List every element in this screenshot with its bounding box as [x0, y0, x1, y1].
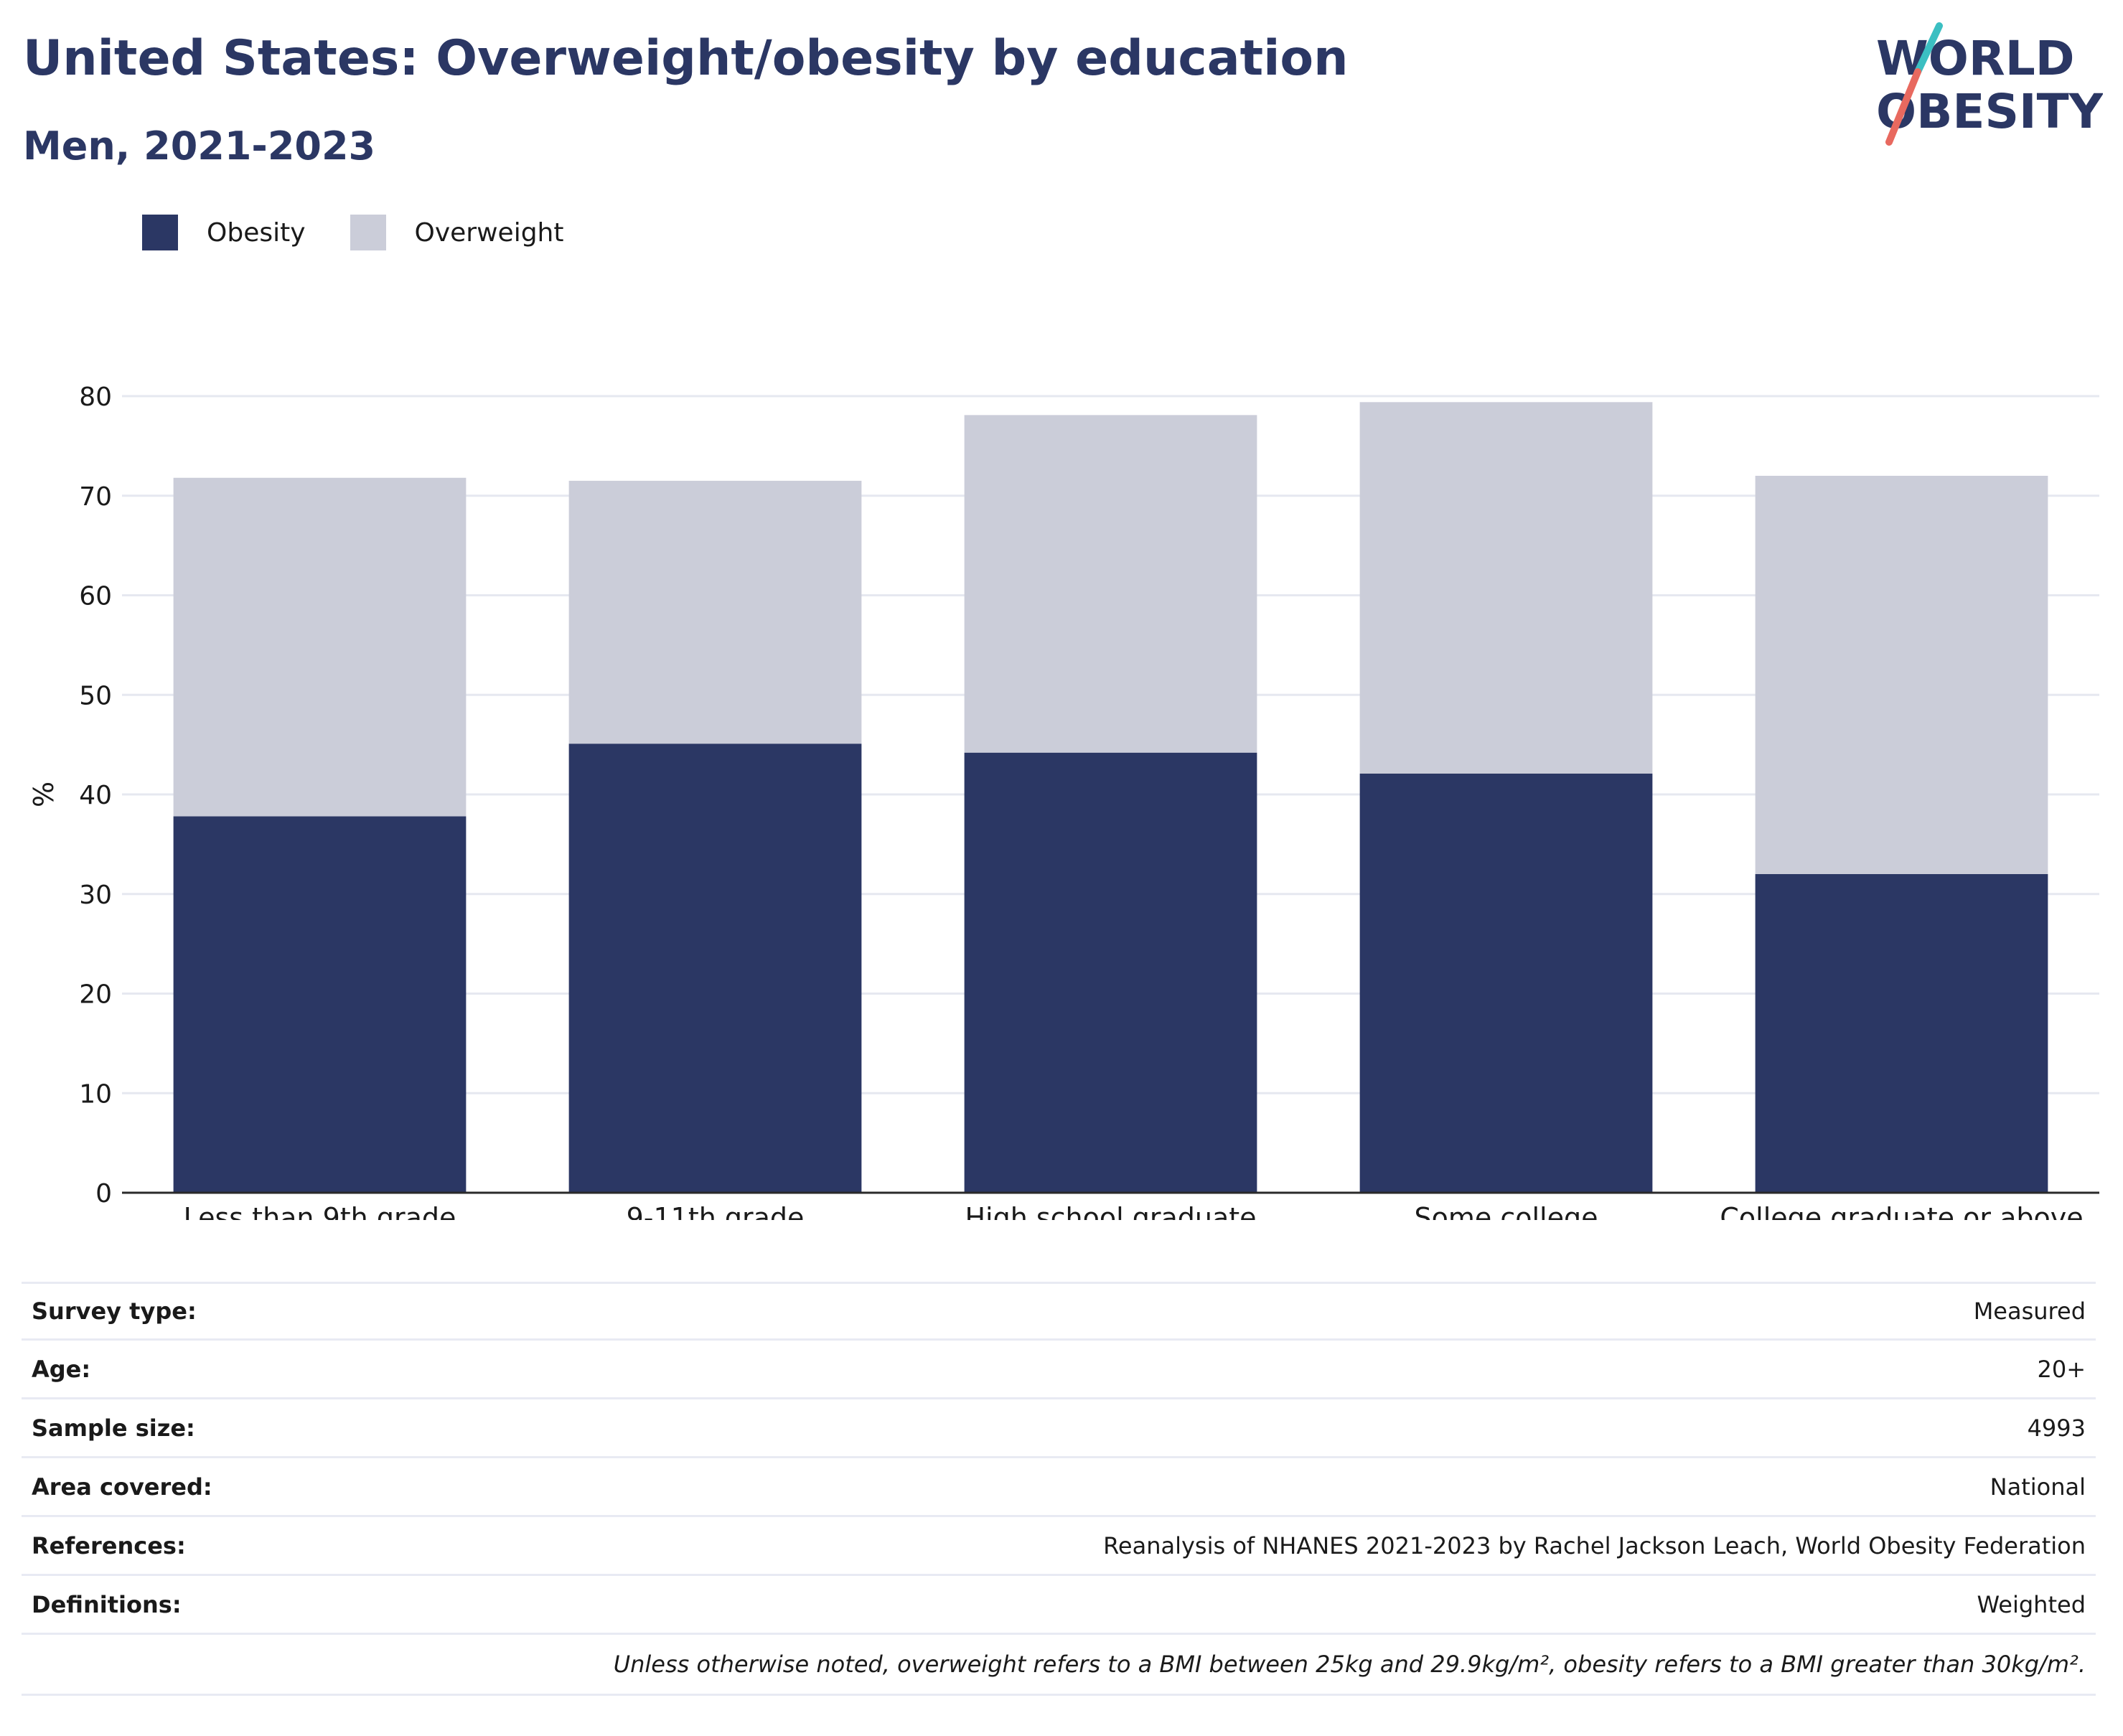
info-value: Weighted — [1977, 1590, 2086, 1618]
bar-overweight — [964, 415, 1257, 753]
x-tick-label: High school graduate — [965, 1202, 1256, 1220]
world-obesity-logo: WORLD OBESITY — [1876, 22, 2103, 146]
y-tick-label: 50 — [79, 681, 112, 710]
bar-obesity — [1755, 874, 2048, 1193]
legend-label-overweight: Overweight — [414, 217, 564, 248]
bmi-definition-note: Unless otherwise noted, overweight refer… — [22, 1635, 2096, 1696]
y-tick-label: 80 — [79, 383, 112, 412]
bar-overweight — [568, 480, 862, 744]
info-row-age: Age: 20+ — [22, 1341, 2096, 1399]
legend-label-obesity: Obesity — [207, 217, 306, 248]
legend-swatch-obesity — [142, 215, 178, 250]
logo-line1: WORLD — [1876, 31, 2075, 86]
bar-obesity — [173, 816, 467, 1193]
legend-item-obesity[interactable]: Obesity — [142, 215, 306, 250]
info-label: Survey type: — [32, 1298, 197, 1325]
stacked-bar-chart: 0 10 20 30 40 50 60 70 80% Less than 9th grade 9-1… — [28, 383, 2099, 1220]
info-value: Measured — [1973, 1298, 2086, 1325]
info-value: National — [1990, 1473, 2086, 1501]
logo-line2: OBESITY — [1876, 84, 2103, 139]
y-tick-label: 60 — [79, 582, 112, 611]
bar-overweight — [173, 477, 467, 817]
chart-subtitle: Men, 2021-2023 — [23, 123, 376, 169]
y-tick-label: 30 — [79, 881, 112, 910]
y-tick-label: 70 — [79, 482, 112, 512]
info-label: Sample size: — [32, 1414, 195, 1442]
y-axis-label: % — [28, 782, 60, 807]
info-value: Reanalysis of NHANES 2021-2023 by Rachel… — [1103, 1531, 2086, 1559]
logo-slash-coral — [1885, 68, 1921, 146]
x-tick-label: Less than 9th grade — [184, 1202, 456, 1220]
info-row-references: References: Reanalysis of NHANES 2021-20… — [22, 1517, 2096, 1576]
info-label: References: — [32, 1531, 186, 1559]
x-tick-label: 9-11th grade — [627, 1202, 805, 1220]
info-label: Age: — [32, 1355, 91, 1383]
survey-info-table: Survey type: Measured Age: 20+ Sample si… — [22, 1282, 2096, 1696]
info-row-sample-size: Sample size: 4993 — [22, 1399, 2096, 1458]
legend-swatch-overweight — [350, 215, 386, 250]
bar-obesity — [1359, 773, 1653, 1193]
bar-obesity — [568, 743, 862, 1193]
info-value: 20+ — [2037, 1355, 2086, 1383]
info-label: Area covered: — [32, 1473, 212, 1501]
bar-overweight — [1359, 402, 1653, 774]
x-tick-label: Some college — [1415, 1202, 1598, 1220]
y-tick-label: 40 — [79, 781, 112, 810]
info-row-survey-type: Survey type: Measured — [22, 1282, 2096, 1341]
info-label: Definitions: — [32, 1590, 182, 1618]
y-tick-label: 0 — [95, 1179, 112, 1209]
bar-obesity — [964, 752, 1257, 1193]
y-tick-label: 10 — [79, 1079, 112, 1109]
x-tick-label: College graduate or above — [1720, 1202, 2083, 1220]
logo-slash-teal — [1914, 22, 1943, 75]
y-tick-label: 20 — [79, 980, 112, 1010]
bar-overweight — [1755, 476, 2048, 874]
info-value: 4993 — [2027, 1414, 2086, 1442]
chart-legend: Obesity Overweight — [142, 212, 608, 253]
info-row-definitions: Definitions: Weighted — [22, 1576, 2096, 1635]
legend-item-overweight[interactable]: Overweight — [350, 215, 564, 250]
chart-title: United States: Overweight/obesity by edu… — [23, 30, 1349, 87]
info-row-area-covered: Area covered: National — [22, 1458, 2096, 1517]
